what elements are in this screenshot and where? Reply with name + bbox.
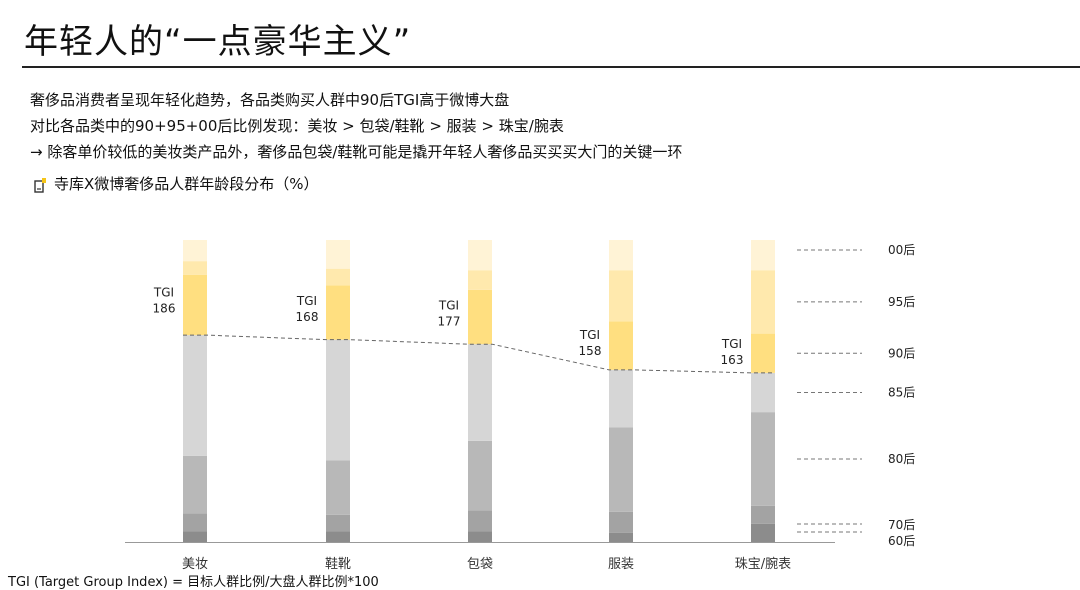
tgi-trend-line: [183, 334, 775, 374]
key-point-3: → 除客单价较低的美妆类产品外，奢侈品包袋/鞋靴可能是撬开年轻人奢侈品买买买大门…: [30, 143, 683, 161]
bar-segment-4-70后: [751, 505, 775, 524]
bar-segment-0-95后: [183, 261, 207, 275]
tgi-label-4: TGI: [721, 337, 742, 351]
bar-segment-3-85后: [609, 369, 633, 428]
x-tick-label-1: 鞋靴: [325, 556, 351, 572]
bar-segment-0-85后: [183, 335, 207, 456]
bar-segment-0-80后: [183, 455, 207, 514]
bar-segment-2-80后: [468, 440, 492, 511]
legend-label-85后: 85后: [888, 386, 915, 400]
legend-label-95后: 95后: [888, 295, 915, 309]
bar-segment-1-95后: [326, 268, 350, 286]
bar-segment-2-60后: [468, 531, 492, 542]
tgi-label-2: TGI: [438, 298, 459, 312]
key-point-2: 对比各品类中的90+95+00后比例发现：美妆 > 包袋/鞋靴 > 服装 > 珠…: [30, 117, 564, 135]
bar-segment-2-85后: [468, 344, 492, 441]
x-tick-label-0: 美妆: [182, 557, 208, 572]
bar-segment-4-95后: [751, 270, 775, 334]
bar-segment-3-60后: [609, 532, 633, 542]
bar-segment-1-90后: [326, 285, 350, 340]
x-tick-label-3: 服装: [608, 557, 634, 572]
tgi-label-1: TGI: [296, 294, 317, 308]
bar-segment-3-90后: [609, 321, 633, 370]
legend-label-80后: 80后: [888, 452, 915, 466]
tgi-value-0: 186: [153, 301, 176, 315]
bar-segment-3-95后: [609, 270, 633, 322]
bar-segment-4-85后: [751, 372, 775, 413]
chart-subtitle-text: 寺库X微博奢侈品人群年龄段分布（%）: [54, 175, 319, 193]
tgi-label-3: TGI: [579, 328, 600, 342]
bar-segment-2-90后: [468, 289, 492, 345]
bar-segment-4-00后: [751, 240, 775, 271]
chart-icon: [34, 177, 46, 193]
tgi-label-0: TGI: [153, 285, 174, 299]
x-tick-label-4: 珠宝/腕表: [735, 556, 791, 572]
bar-segment-1-85后: [326, 339, 350, 461]
bar-segment-1-60后: [326, 531, 350, 542]
bar-segment-1-70后: [326, 514, 350, 532]
bar-segment-0-90后: [183, 274, 207, 336]
legend-label-60后: 60后: [888, 534, 915, 548]
legend-label-00后: 00后: [888, 243, 915, 257]
bar-segment-4-60后: [751, 523, 775, 542]
bar-segment-3-80后: [609, 427, 633, 512]
bar-segment-4-90后: [751, 333, 775, 373]
bar-segment-2-00后: [468, 240, 492, 271]
bar-segment-2-70后: [468, 510, 492, 532]
tgi-value-1: 168: [296, 310, 319, 324]
bar-segment-3-70后: [609, 511, 633, 533]
tgi-value-2: 177: [438, 314, 461, 328]
title-divider: [22, 66, 1080, 68]
tgi-value-4: 163: [721, 353, 744, 367]
footnote: TGI (Target Group Index) = 目标人群比例/大盘人群比例…: [8, 575, 379, 590]
bar-segment-4-80后: [751, 412, 775, 506]
legend-label-90后: 90后: [888, 346, 915, 360]
bar-segment-0-60后: [183, 531, 207, 542]
legend-label-70后: 70后: [888, 518, 915, 532]
x-tick-label-2: 包袋: [467, 557, 493, 572]
bar-segment-0-70后: [183, 513, 207, 532]
tgi-value-3: 158: [579, 344, 602, 358]
bar-segment-2-95后: [468, 270, 492, 290]
key-point-1: 奢侈品消费者呈现年轻化趋势，各品类购买人群中90后TGI高于微博大盘: [30, 91, 510, 109]
bar-segment-1-00后: [326, 240, 350, 269]
chart-subtitle: 寺库X微博奢侈品人群年龄段分布（%）: [34, 173, 319, 194]
bar-segment-1-80后: [326, 460, 350, 515]
bar-segment-0-00后: [183, 240, 207, 262]
page-title: 年轻人的“一点豪华主义”: [24, 22, 412, 62]
bar-segment-3-00后: [609, 240, 633, 271]
